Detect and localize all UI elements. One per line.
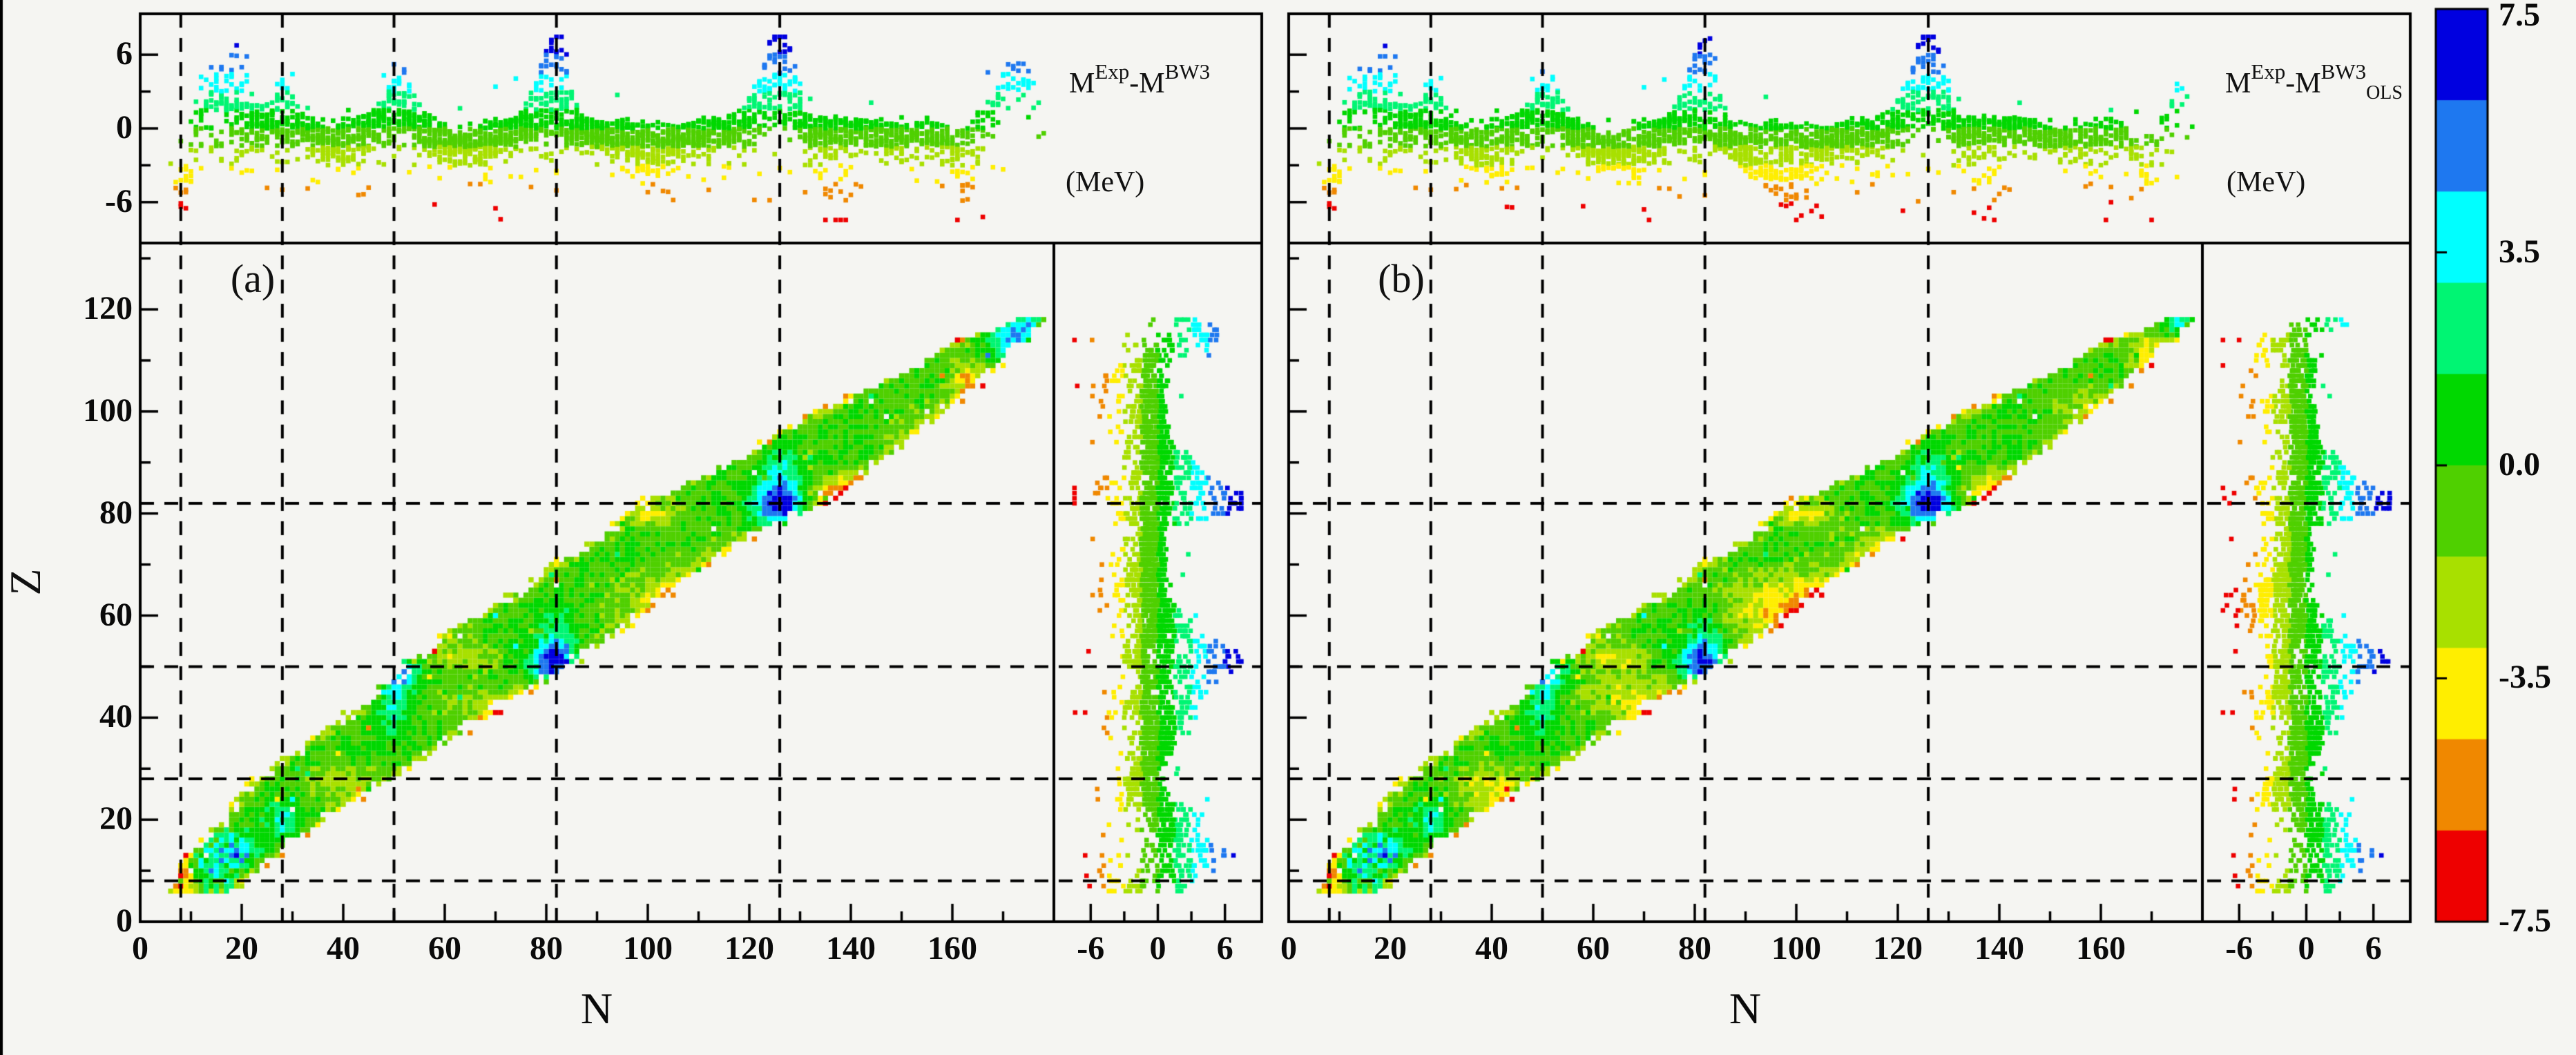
x-tick-label-n40: 40 xyxy=(1475,930,1508,967)
x-tick-label-n100: 100 xyxy=(623,930,673,967)
panel-a-tag: (a) xyxy=(230,256,276,301)
x-tick-label-n120: 120 xyxy=(724,930,774,967)
x-tick-label-n100: 100 xyxy=(1771,930,1821,967)
x-axis-label-b: N xyxy=(1729,984,1762,1033)
y-axis-label: Z xyxy=(1,568,50,596)
topstrip-y-tick-label: 0 xyxy=(116,109,133,146)
strip-x-tick-label: -6 xyxy=(1077,930,1105,967)
y-tick-label-z20: 20 xyxy=(99,800,133,838)
strip-x-tick-label: -6 xyxy=(2225,930,2253,967)
y-tick-label-z60: 60 xyxy=(99,596,133,633)
colorbar-tick-label: -7.5 xyxy=(2499,902,2551,939)
x-tick-label-n140: 140 xyxy=(826,930,876,967)
x-tick-label-n120: 120 xyxy=(1873,930,1923,967)
x-tick-label-n40: 40 xyxy=(327,930,360,967)
m-exp-base: M xyxy=(2225,68,2251,99)
y-tick-label-z40: 40 xyxy=(99,698,133,735)
y-tick-label-z80: 80 xyxy=(99,494,133,531)
colorbar-tick-label: 0.0 xyxy=(2499,446,2540,483)
x-tick-label-n20: 20 xyxy=(1374,930,1407,967)
y-tick-label-z100: 100 xyxy=(83,391,133,429)
m-exp-sup: Exp xyxy=(1095,59,1130,84)
x-tick-label-n60: 60 xyxy=(1577,930,1610,967)
y-tick-label-z120: 120 xyxy=(83,290,133,327)
x-tick-label-n0: 0 xyxy=(1280,930,1297,967)
m-model-sup: BW3 xyxy=(2320,59,2367,84)
x-tick-label-n60: 60 xyxy=(428,930,461,967)
panel-a-quantity-label: MExp-MBW3 xyxy=(1069,59,1210,104)
strip-x-tick-label: 6 xyxy=(2365,930,2382,967)
panel-b-quantity-label: MExp-MBW3OLS xyxy=(2225,59,2403,104)
panel-b-units-label: (MeV) xyxy=(2227,166,2306,198)
strip-x-tick-label: 6 xyxy=(1216,930,1233,967)
colorbar-tick-label: -3.5 xyxy=(2499,659,2551,696)
y-tick-label-z0: 0 xyxy=(116,902,133,939)
x-axis-label-a: N xyxy=(580,984,613,1033)
m-model-sup: BW3 xyxy=(1164,59,1211,84)
m-exp-sup: Exp xyxy=(2251,59,2286,84)
m-model-base: -M xyxy=(2285,68,2321,99)
strip-x-tick-label: 0 xyxy=(2298,930,2315,967)
x-tick-label-n80: 80 xyxy=(530,930,563,967)
colorbar-tick-label: 3.5 xyxy=(2499,233,2540,270)
x-tick-label-n160: 160 xyxy=(927,930,977,967)
topstrip-y-tick-label: -6 xyxy=(105,182,133,220)
x-tick-label-n140: 140 xyxy=(1974,930,2024,967)
x-tick-label-n0: 0 xyxy=(132,930,148,967)
m-exp-base: M xyxy=(1069,68,1095,99)
m-model-base: -M xyxy=(1129,68,1165,99)
panel-a-units-label: (MeV) xyxy=(1066,166,1145,198)
colorbar-tick-label: 7.5 xyxy=(2499,0,2540,33)
topstrip-y-tick-label: 6 xyxy=(116,35,133,72)
m-model-sub: OLS xyxy=(2366,82,2403,104)
strip-x-tick-label: 0 xyxy=(1149,930,1166,967)
x-tick-label-n160: 160 xyxy=(2076,930,2126,967)
x-tick-label-n80: 80 xyxy=(1678,930,1711,967)
panel-b-tag: (b) xyxy=(1378,256,1425,301)
x-tick-label-n20: 20 xyxy=(225,930,258,967)
